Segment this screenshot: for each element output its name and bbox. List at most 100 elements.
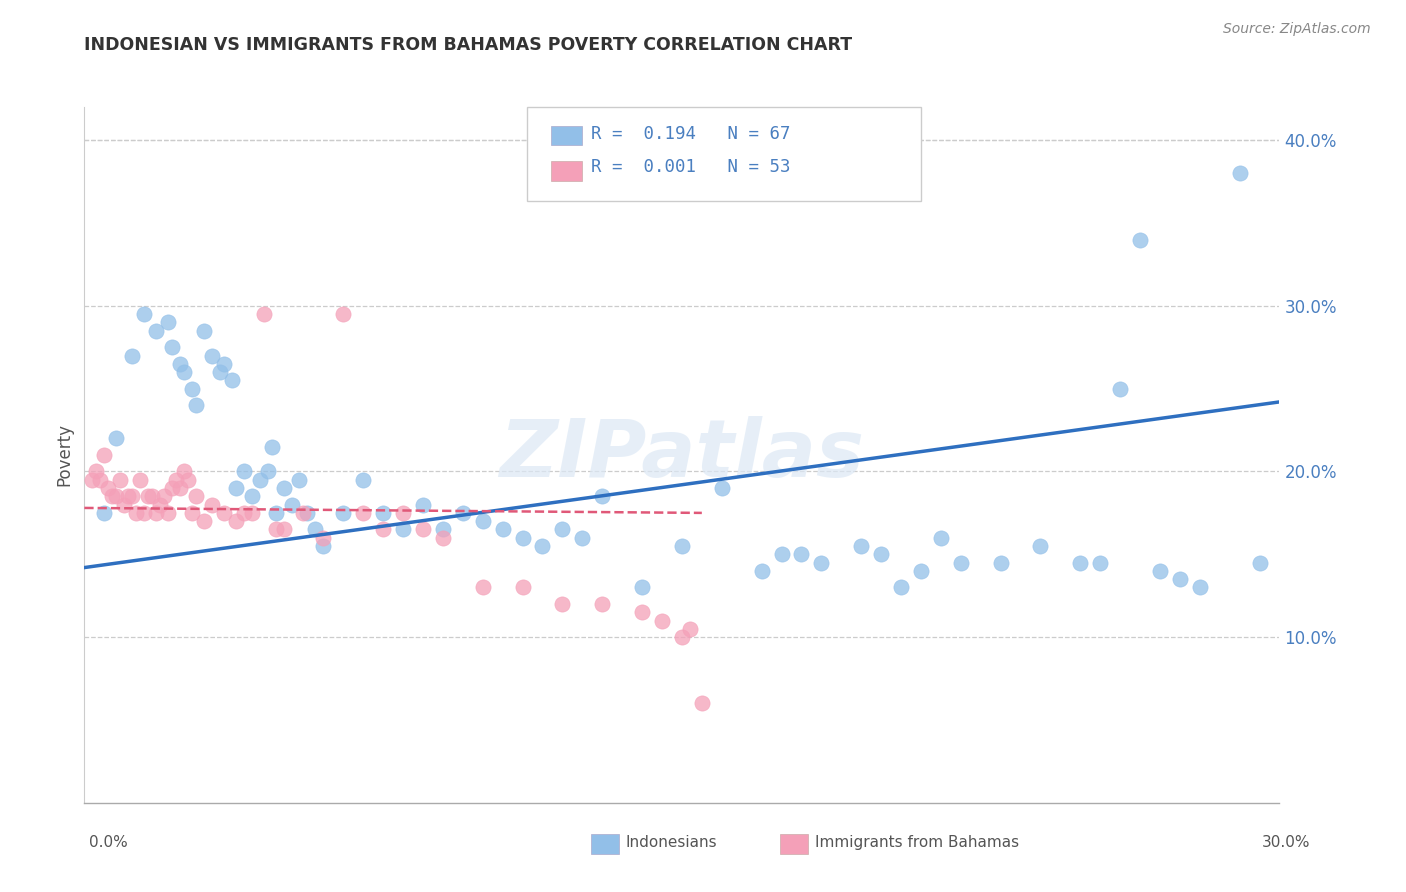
Point bbox=[184, 489, 207, 503]
Point bbox=[1168, 572, 1191, 586]
Point bbox=[145, 506, 167, 520]
Point bbox=[432, 523, 454, 537]
Text: INDONESIAN VS IMMIGRANTS FROM BAHAMAS POVERTY CORRELATION CHART: INDONESIAN VS IMMIGRANTS FROM BAHAMAS PO… bbox=[84, 36, 852, 54]
Text: Source: ZipAtlas.com: Source: ZipAtlas.com bbox=[1223, 22, 1371, 37]
Point bbox=[240, 506, 263, 520]
Point bbox=[392, 523, 415, 537]
Point bbox=[184, 398, 207, 412]
Point bbox=[132, 307, 156, 321]
Point bbox=[631, 581, 654, 595]
Point bbox=[125, 506, 148, 520]
Point bbox=[591, 597, 613, 611]
Text: R =  0.194   N = 67: R = 0.194 N = 67 bbox=[591, 125, 790, 143]
Point bbox=[492, 523, 515, 537]
Point bbox=[288, 473, 311, 487]
Point bbox=[471, 581, 494, 595]
Point bbox=[671, 539, 693, 553]
Point bbox=[260, 440, 283, 454]
Point bbox=[571, 531, 593, 545]
Text: R =  0.001   N = 53: R = 0.001 N = 53 bbox=[591, 158, 790, 176]
Point bbox=[121, 489, 143, 503]
Point bbox=[221, 373, 243, 387]
Point bbox=[93, 506, 115, 520]
Point bbox=[651, 614, 673, 628]
Point bbox=[1029, 539, 1052, 553]
Point bbox=[412, 498, 434, 512]
Point bbox=[280, 498, 302, 512]
Point bbox=[910, 564, 932, 578]
Point bbox=[105, 489, 128, 503]
Point bbox=[1069, 556, 1091, 570]
Point bbox=[169, 357, 191, 371]
Point bbox=[86, 465, 108, 479]
Point bbox=[201, 349, 224, 363]
Point bbox=[1129, 233, 1152, 247]
Point bbox=[173, 465, 195, 479]
Point bbox=[105, 431, 128, 445]
Point bbox=[173, 365, 195, 379]
Point bbox=[165, 473, 187, 487]
Point bbox=[232, 506, 254, 520]
Point bbox=[160, 481, 183, 495]
Point bbox=[671, 630, 693, 644]
Point bbox=[101, 489, 124, 503]
Point bbox=[1109, 382, 1132, 396]
Point bbox=[304, 523, 326, 537]
Text: ZIPatlas: ZIPatlas bbox=[499, 416, 865, 494]
Point bbox=[240, 489, 263, 503]
Point bbox=[371, 523, 394, 537]
Point bbox=[332, 506, 354, 520]
Point bbox=[273, 523, 295, 537]
Point bbox=[136, 489, 159, 503]
Point bbox=[352, 473, 374, 487]
Point bbox=[471, 514, 494, 528]
Point bbox=[849, 539, 872, 553]
Point bbox=[117, 489, 139, 503]
Text: 30.0%: 30.0% bbox=[1263, 836, 1310, 850]
Point bbox=[1188, 581, 1211, 595]
Point bbox=[212, 506, 235, 520]
Point bbox=[89, 473, 111, 487]
Point bbox=[312, 531, 335, 545]
Point bbox=[631, 605, 654, 619]
Y-axis label: Poverty: Poverty bbox=[55, 424, 73, 486]
Text: Indonesians: Indonesians bbox=[626, 835, 717, 849]
Point bbox=[790, 547, 813, 561]
Point bbox=[432, 531, 454, 545]
Point bbox=[949, 556, 972, 570]
Point bbox=[129, 473, 152, 487]
Point bbox=[679, 622, 702, 636]
Point bbox=[193, 514, 215, 528]
Text: 0.0%: 0.0% bbox=[89, 836, 128, 850]
Point bbox=[145, 324, 167, 338]
Point bbox=[990, 556, 1012, 570]
Point bbox=[225, 514, 247, 528]
Point bbox=[551, 523, 574, 537]
Point bbox=[751, 564, 773, 578]
Point bbox=[169, 481, 191, 495]
Point bbox=[352, 506, 374, 520]
Point bbox=[212, 357, 235, 371]
Point bbox=[451, 506, 474, 520]
Point bbox=[392, 506, 415, 520]
Point bbox=[929, 531, 952, 545]
Point bbox=[412, 523, 434, 537]
Point bbox=[297, 506, 319, 520]
Point bbox=[332, 307, 354, 321]
Point bbox=[157, 315, 180, 329]
Point bbox=[690, 697, 713, 711]
Point bbox=[153, 489, 176, 503]
Point bbox=[273, 481, 295, 495]
Point bbox=[225, 481, 247, 495]
Point bbox=[132, 506, 156, 520]
Point bbox=[208, 365, 231, 379]
Point bbox=[1088, 556, 1111, 570]
Point bbox=[121, 349, 143, 363]
Point bbox=[1249, 556, 1271, 570]
Point bbox=[180, 382, 202, 396]
Point bbox=[149, 498, 172, 512]
Point bbox=[292, 506, 315, 520]
Point bbox=[232, 465, 254, 479]
Point bbox=[870, 547, 893, 561]
Point bbox=[770, 547, 793, 561]
